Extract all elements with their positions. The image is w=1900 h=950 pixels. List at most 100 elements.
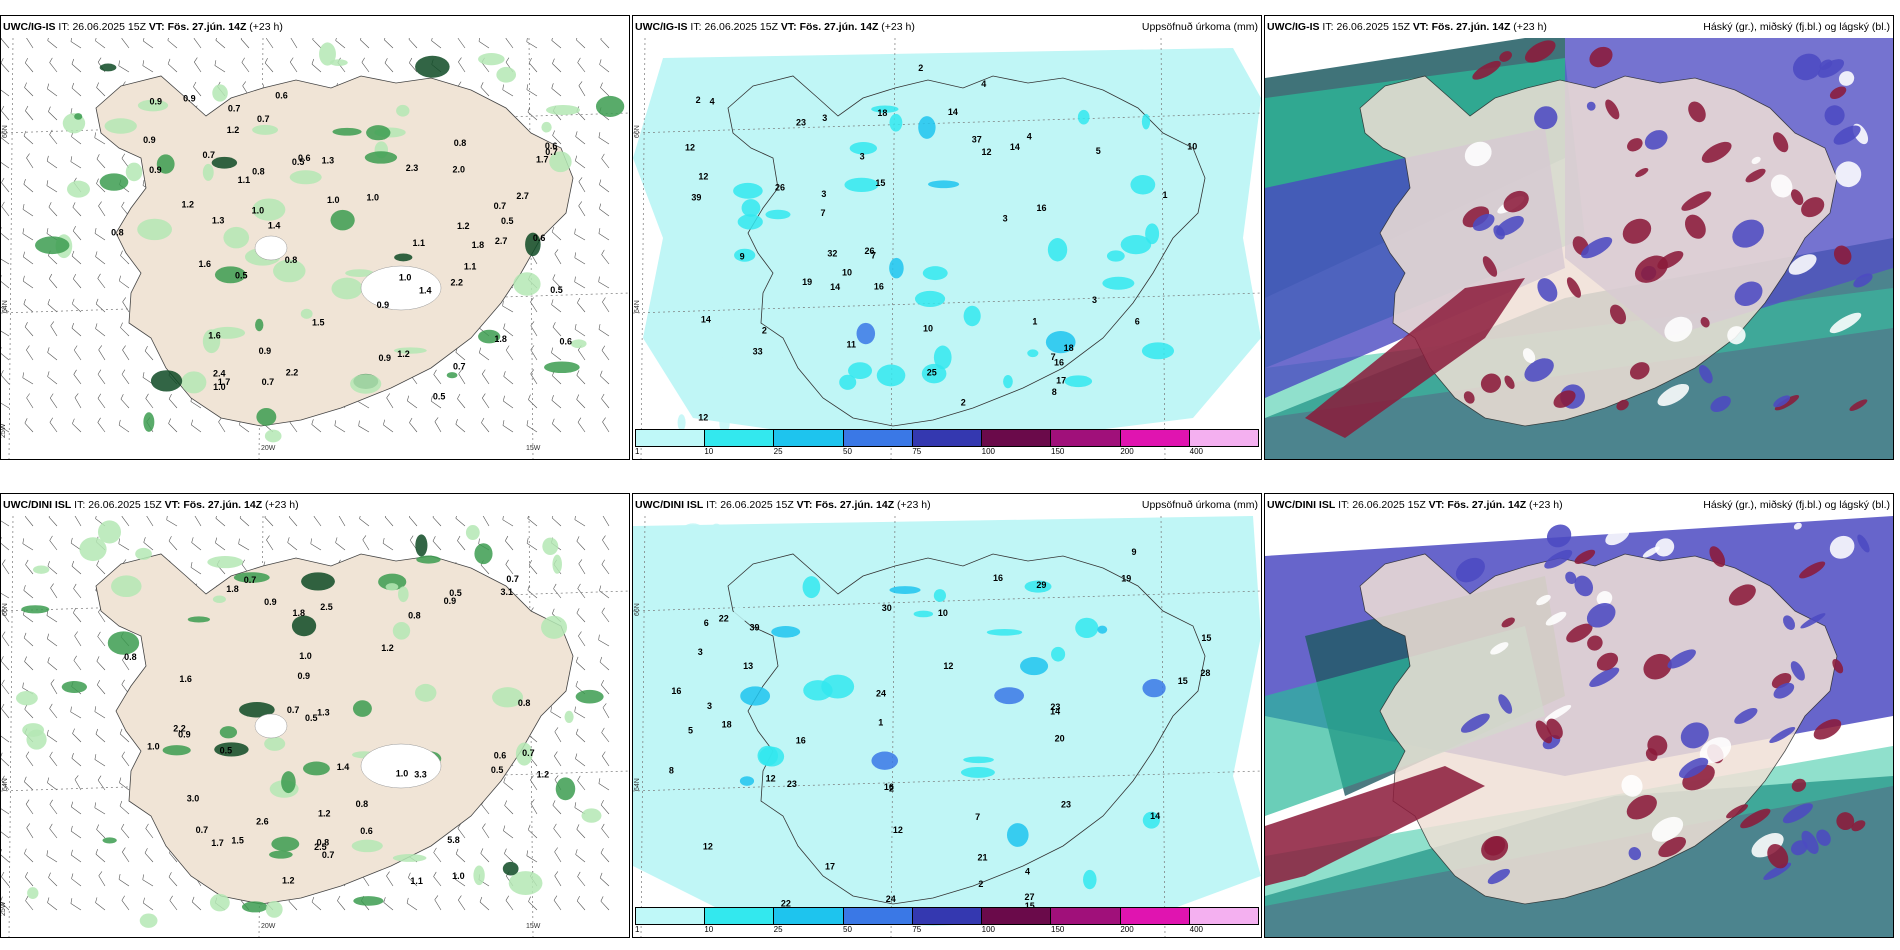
wind-barb [24, 82, 34, 97]
barb-shaft [1, 757, 10, 767]
barb-shaft [554, 755, 562, 767]
barb-flag [478, 538, 480, 544]
precip-value: 5 [1096, 146, 1101, 156]
precip-area [351, 839, 383, 853]
mid-cloud [1833, 125, 1861, 145]
barb-flag [577, 57, 581, 63]
precip-value: 1.7 [211, 838, 224, 848]
precip-area [933, 345, 952, 370]
barb-shaft [552, 375, 562, 385]
wind-barb [505, 895, 514, 911]
barb-flag [120, 394, 124, 400]
barb-shaft [240, 38, 250, 49]
barb-shaft [503, 830, 514, 839]
wind-barb [383, 38, 394, 49]
barb-shaft [1, 305, 10, 313]
barb-flag [526, 537, 529, 544]
precip-value: 0.5 [292, 157, 305, 167]
wind-barb [1, 734, 10, 743]
precip-value: 2.4 [213, 368, 226, 378]
wind-barb [142, 60, 154, 73]
barb-shaft [530, 349, 538, 361]
wind-barb [599, 872, 610, 887]
iceland-landmass [95, 553, 574, 905]
lead-time: (+23 h) [249, 21, 283, 33]
barb-flag [358, 420, 360, 426]
precip-value: 21 [978, 853, 988, 863]
wind-barb [600, 679, 610, 695]
wind-barb [554, 847, 562, 863]
barb-flag [215, 537, 218, 543]
barb-flag [122, 345, 126, 351]
precip-area [1097, 625, 1108, 634]
precip-value: 3 [1092, 295, 1097, 305]
barb-flag [408, 38, 412, 40]
barb-shaft [600, 804, 610, 815]
barb-flag [49, 799, 53, 805]
longitude-line [1160, 38, 1166, 459]
barb-shaft [575, 136, 586, 145]
precip-areas [665, 523, 1255, 917]
barb-flag [552, 418, 555, 424]
barb-flag [47, 897, 50, 903]
precip-area [771, 626, 801, 638]
barb-flag [526, 420, 529, 426]
barb-shaft [455, 352, 466, 361]
wind-barb [46, 610, 58, 623]
precip-value: 2 [961, 398, 966, 408]
wind-barb [46, 180, 58, 193]
precip-value: 0.9 [183, 93, 196, 103]
mid-cloud [1544, 549, 1573, 569]
barb-shaft [23, 280, 34, 289]
barb-shaft [49, 708, 58, 719]
barb-flag [26, 345, 30, 351]
barb-shaft [578, 349, 586, 361]
wind-barb [119, 800, 130, 815]
barb-shaft [362, 875, 370, 887]
barb-shaft [431, 40, 442, 49]
wind-barb [47, 371, 58, 385]
barb-flag [22, 228, 25, 234]
precip-value: 39 [749, 623, 759, 633]
precip-value: 39 [691, 193, 701, 203]
wind-barb [552, 418, 562, 433]
barb-shaft [311, 63, 322, 73]
wind-barb [120, 394, 130, 409]
precip-area [27, 887, 39, 899]
barb-shaft [601, 254, 610, 265]
high-cloud [1647, 735, 1668, 756]
barb-flag [598, 276, 600, 282]
precip-area [135, 547, 152, 560]
barb-flag [598, 324, 601, 330]
barb-shaft [169, 852, 178, 863]
barb-shaft [71, 565, 82, 575]
wind-barb [48, 872, 58, 887]
wind-barb [574, 323, 586, 337]
wind-barb [95, 323, 106, 337]
precip-area [207, 556, 244, 569]
barb-flag [433, 871, 437, 877]
barb-flag [24, 848, 27, 854]
wind-barb [47, 560, 58, 575]
precip-area [209, 893, 230, 912]
barb-flag [575, 680, 578, 687]
wind-barb [146, 516, 154, 527]
barb-flag [96, 178, 99, 184]
precip-value: 2.2 [286, 368, 299, 378]
precip-value: 12 [893, 825, 903, 835]
precip-area [700, 276, 716, 294]
barb-flag [94, 706, 97, 712]
barb-flag [551, 395, 554, 401]
high-cloud [1799, 561, 1826, 579]
barb-shaft [311, 901, 322, 911]
precip-area [271, 836, 300, 852]
wind-barb [71, 322, 82, 337]
barb-shaft [480, 86, 490, 97]
wind-barb [167, 38, 178, 49]
precip-value: 17 [1056, 376, 1066, 386]
precip-value: 19 [1121, 573, 1131, 583]
barb-flag [96, 560, 100, 566]
clear-sky [1838, 71, 1855, 86]
precip-value: 1.8 [292, 608, 305, 618]
barb-shaft [168, 398, 178, 409]
